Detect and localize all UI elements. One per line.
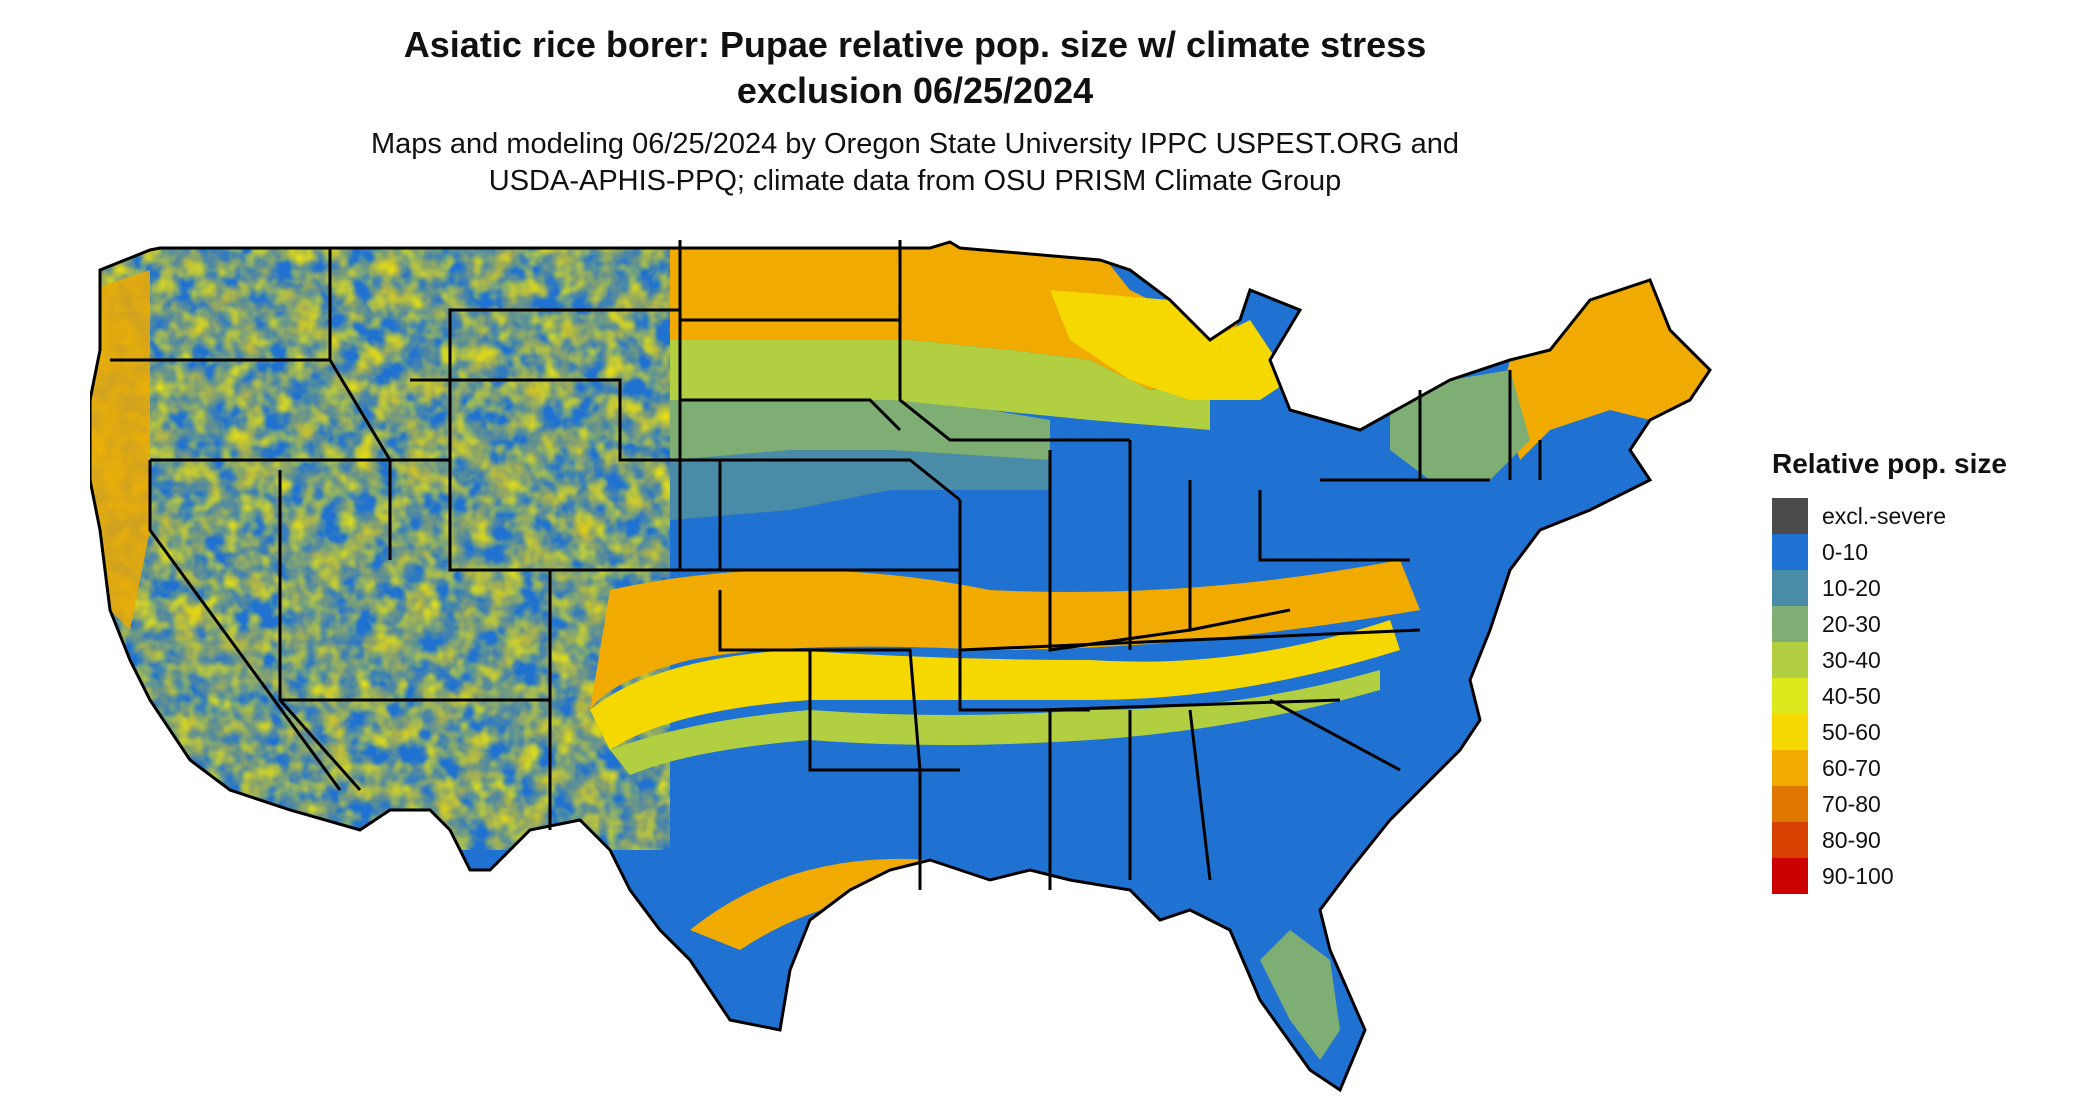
southern-yellow-belt xyxy=(590,620,1400,750)
florida-band xyxy=(1260,930,1340,1060)
legend-item: 30-40 xyxy=(1772,642,2007,678)
legend-label: 20-30 xyxy=(1822,610,1881,637)
title-line-2: exclusion 06/25/2024 xyxy=(736,70,1094,111)
legend-label: 0-10 xyxy=(1822,538,1869,565)
legend-swatch xyxy=(1772,642,1808,678)
legend-label: 10-20 xyxy=(1822,574,1881,601)
legend-item: 20-30 xyxy=(1772,606,2007,642)
legend-label: 30-40 xyxy=(1822,646,1881,673)
lakes-north-band xyxy=(1050,290,1290,400)
legend-swatch xyxy=(1772,786,1808,822)
legend-title: Relative pop. size xyxy=(1772,448,2007,479)
legend-item: 90-100 xyxy=(1772,858,2007,894)
legend: Relative pop. size excl.-severe 0-10 10-… xyxy=(1772,448,2007,894)
legend-item: 80-90 xyxy=(1772,822,2007,858)
legend-item: excl.-severe xyxy=(1772,498,2007,534)
map-title: Asiatic rice borer: Pupae relative pop. … xyxy=(300,22,1530,114)
legend-label: excl.-severe xyxy=(1822,502,1946,529)
plains-teal-band xyxy=(670,450,1050,520)
legend-swatch xyxy=(1772,822,1808,858)
legend-label: 40-50 xyxy=(1822,682,1881,709)
legend-items: excl.-severe 0-10 10-20 20-30 30-40 40-5… xyxy=(1772,498,2007,894)
map-subtitle: Maps and modeling 06/25/2024 by Oregon S… xyxy=(300,126,1530,200)
legend-item: 10-20 xyxy=(1772,570,2007,606)
state-borders xyxy=(90,240,1712,1092)
legend-swatch xyxy=(1772,570,1808,606)
legend-label: 70-80 xyxy=(1822,790,1881,817)
legend-item: 40-50 xyxy=(1772,678,2007,714)
legend-label: 50-60 xyxy=(1822,718,1881,745)
legend-item: 0-10 xyxy=(1772,534,2007,570)
legend-item: 70-80 xyxy=(1772,786,2007,822)
legend-swatch xyxy=(1772,498,1808,534)
west-patches xyxy=(90,242,670,850)
subtitle-line-2: USDA-APHIS-PPQ; climate data from OSU PR… xyxy=(488,165,1342,197)
legend-swatch xyxy=(1772,606,1808,642)
legend-swatch xyxy=(1772,714,1808,750)
legend-label: 60-70 xyxy=(1822,754,1881,781)
northeast-green-band xyxy=(1390,370,1530,480)
us-map xyxy=(90,240,1712,1092)
subtitle-line-1: Maps and modeling 06/25/2024 by Oregon S… xyxy=(370,128,1460,160)
legend-swatch xyxy=(1772,534,1808,570)
southern-lime-belt xyxy=(610,670,1380,775)
legend-swatch xyxy=(1772,750,1808,786)
legend-swatch xyxy=(1772,678,1808,714)
legend-swatch xyxy=(1772,858,1808,894)
legend-item: 50-60 xyxy=(1772,714,2007,750)
title-line-1: Asiatic rice borer: Pupae relative pop. … xyxy=(403,24,1427,65)
legend-item: 60-70 xyxy=(1772,750,2007,786)
legend-label: 80-90 xyxy=(1822,826,1881,853)
map-surface xyxy=(90,242,1710,1090)
southern-orange-belt xyxy=(590,560,1420,710)
legend-label: 90-100 xyxy=(1822,862,1894,889)
